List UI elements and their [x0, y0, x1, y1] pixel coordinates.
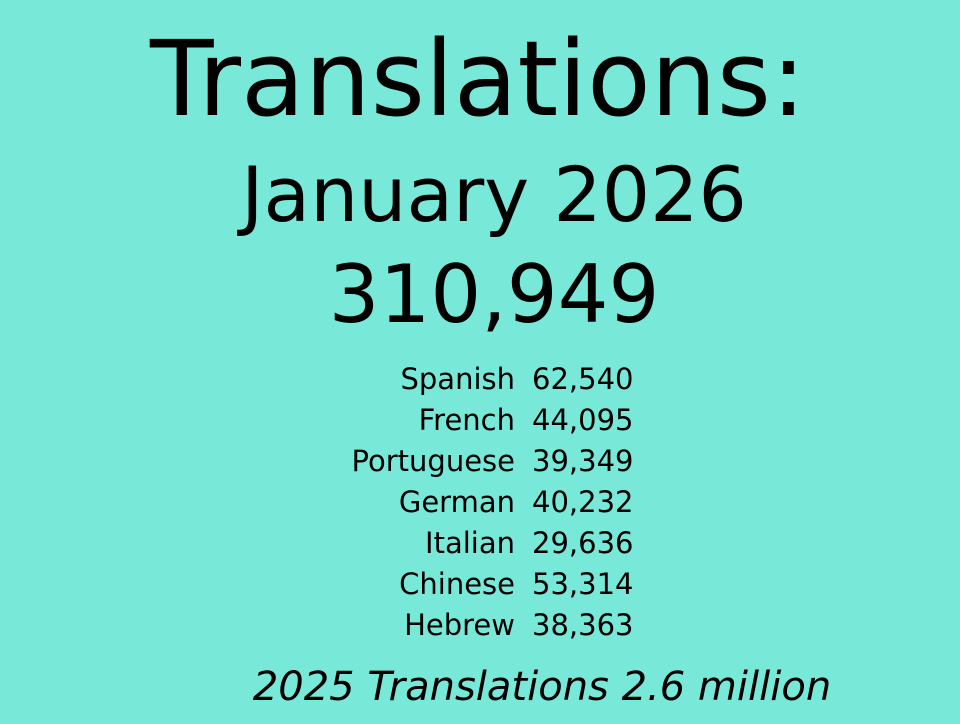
- language-count: 44,095: [532, 403, 634, 437]
- page-title: Translations:: [150, 18, 806, 140]
- list-item: French 44,095: [0, 403, 960, 444]
- list-item: Spanish 62,540: [0, 362, 960, 403]
- list-item: Portuguese 39,349: [0, 444, 960, 485]
- list-item: Chinese 53,314: [0, 567, 960, 608]
- list-item: German 40,232: [0, 485, 960, 526]
- language-list: Spanish 62,540 French 44,095 Portuguese 39,…: [0, 362, 960, 649]
- list-item: Hebrew 38,363: [0, 608, 960, 649]
- language-name: Spanish: [400, 362, 515, 396]
- yearly-summary: 2025 Translations 2.6 million: [252, 664, 832, 710]
- language-count: 29,636: [532, 526, 634, 560]
- period-label: January 2026: [241, 150, 747, 239]
- language-name: Portuguese: [351, 444, 515, 478]
- language-name: Chinese: [399, 567, 515, 601]
- language-name: Italian: [425, 526, 515, 560]
- language-name: Hebrew: [404, 608, 515, 642]
- language-count: 38,363: [532, 608, 634, 642]
- language-name: French: [418, 403, 515, 437]
- language-name: German: [398, 485, 515, 519]
- language-count: 53,314: [532, 567, 634, 601]
- language-count: 40,232: [532, 485, 634, 519]
- list-item: Italian 29,636: [0, 526, 960, 567]
- total-count: 310,949: [328, 248, 660, 341]
- language-count: 62,540: [532, 362, 634, 396]
- language-count: 39,349: [532, 444, 634, 478]
